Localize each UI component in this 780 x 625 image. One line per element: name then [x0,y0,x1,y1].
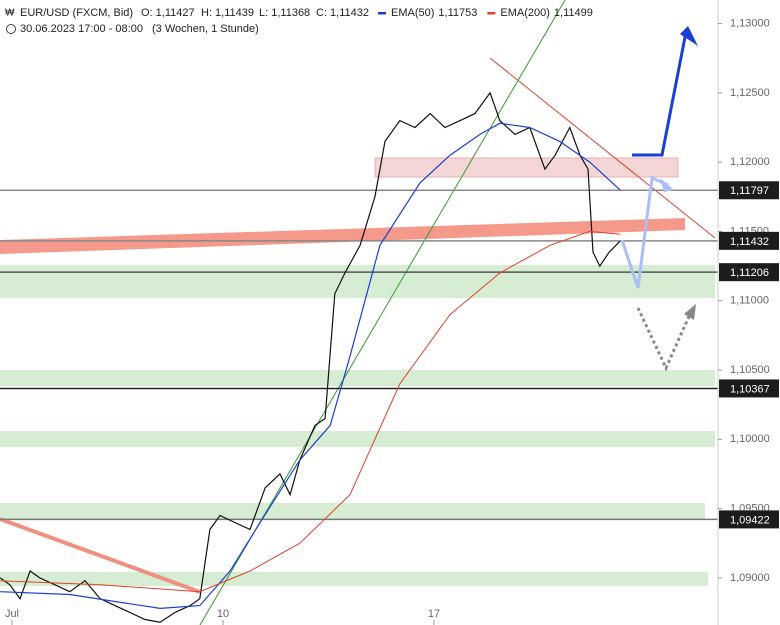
price-label: 1,09422 [730,514,770,526]
x-tick-label: 10 [217,608,229,620]
support-zone [0,265,715,298]
support-zone [0,370,715,386]
projection-arrow [632,31,688,157]
projections [620,26,698,372]
period: (3 Wochen, 1 Stunde) [152,23,259,35]
projection-arrow [620,175,669,289]
price-label: 1,10367 [730,383,770,395]
support-zone [0,503,705,520]
subtitle: 30.06.2023 17:00 - 08:00 [20,23,143,35]
price-label: 1,11797 [730,185,769,197]
y-tick-label: 1,10500 [730,364,770,376]
ohlc: C: 1,11432 [316,7,369,19]
y-tick-label: 1,11000 [730,295,769,307]
legend: EMA(50) 1,11753 EMA(200) 1,11499 [378,7,593,19]
price-line [0,230,621,593]
trendline [489,57,716,239]
arrow-head [660,178,674,192]
title: EUR/USD (FXCM, Bid) [20,7,133,19]
resistance-zone [374,157,679,178]
clock-icon [6,24,16,34]
y-tick-label: 1,13000 [730,17,770,29]
y-tick-label: 1,10000 [730,433,770,445]
ohlc: O: 1,11427 [141,7,195,19]
legend-name: EMA(50) [391,7,434,19]
projection-arrow [636,307,692,372]
y-axis: 1,090001,095001,100001,105001,110001,115… [718,17,779,584]
y-tick-label: 1,12500 [730,87,770,99]
legend-swatch [378,12,386,15]
legend-value: 1,11499 [554,7,593,19]
header-bg [0,0,420,38]
trendline [0,517,201,594]
price-label-box [719,263,779,282]
x-tick-label: 17 [428,608,440,620]
price-label-box [719,379,779,398]
legend-swatch [487,12,496,15]
plot: Jul 10 17 [0,91,718,625]
trendline-band [0,218,685,254]
legend-name: EMA(200) [500,7,550,19]
ohlc: L: 1,11368 [259,7,310,19]
price-label-box [719,181,779,200]
price-label: 1,11206 [730,267,769,279]
price-label-box [719,510,779,529]
x-tick-label: Jul [5,608,19,620]
arrow-head [680,26,698,46]
price-label: 1,11432 [730,236,769,248]
price-label-box [719,231,779,250]
price-line [0,122,621,610]
ohlc: H: 1,11439 [201,7,254,19]
y-tick-label: 1,09000 [730,572,770,584]
legend-value: 1,11753 [438,7,477,19]
y-tick-label: 1,12000 [730,156,770,168]
support-zone [0,431,715,447]
support-zone [0,572,708,586]
arrow-head [684,304,696,320]
icon: ₩ [5,8,15,19]
drawings [0,0,716,625]
